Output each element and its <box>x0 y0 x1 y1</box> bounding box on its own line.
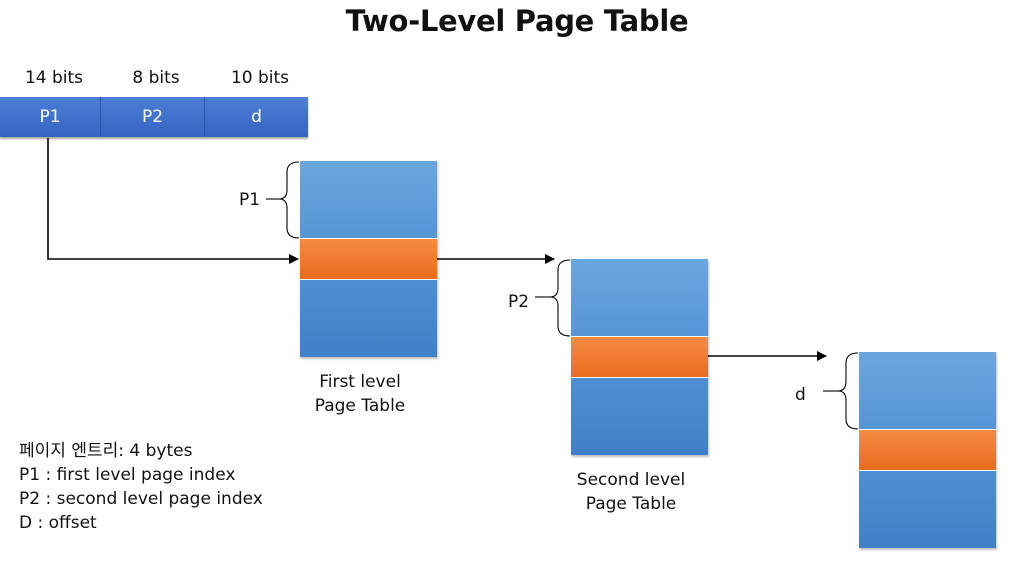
second-table-upper-region <box>571 259 708 336</box>
p1-pointer-arrow <box>47 138 299 264</box>
address-field-p1: P1 <box>0 97 101 137</box>
first-table-entry <box>300 238 437 280</box>
first-table-upper-region <box>300 161 437 238</box>
second-table-caption: Second level Page Table <box>561 468 701 516</box>
legend-p1: P1 : first level page index <box>19 465 236 485</box>
second-table-caption-line1: Second level <box>576 470 686 490</box>
frame-entry <box>859 429 996 471</box>
p1-brace <box>278 161 300 239</box>
d-bits-label: 10 bits <box>230 68 290 88</box>
legend-d: D : offset <box>19 513 97 533</box>
first-level-page-table <box>300 161 437 357</box>
legend-entry-size: 페이지 엔트리: 4 bytes <box>19 441 193 461</box>
p1-bits-label: 14 bits <box>24 68 84 88</box>
first-table-lower-region <box>300 280 437 357</box>
legend-p2: P2 : second level page index <box>19 489 263 509</box>
diagram-title: Two-Level Page Table <box>345 4 689 38</box>
p2-bits-label: 8 bits <box>132 68 180 88</box>
p1-index-label: P1 <box>239 190 261 210</box>
p2-brace <box>549 259 571 337</box>
d-brace <box>837 352 859 430</box>
second-table-caption-line2: Page Table <box>585 494 677 514</box>
second-table-entry <box>571 336 708 378</box>
frame-lower-region <box>859 471 996 548</box>
first-table-caption: First level Page Table <box>300 370 420 418</box>
first-table-caption-line2: Page Table <box>314 396 406 416</box>
address-field-p2: P2 <box>101 97 205 137</box>
address-field-d: d <box>251 107 262 127</box>
second-level-page-table <box>571 259 708 455</box>
logical-address-bar: P1 P2 d <box>0 97 308 137</box>
legend: 페이지 엔트리: 4 bytes P1 : first level page i… <box>19 439 263 535</box>
first-table-caption-line1: First level <box>319 372 401 392</box>
physical-page-frame <box>859 352 996 548</box>
second-table-lower-region <box>571 378 708 455</box>
p2-index-label: P2 <box>508 292 530 312</box>
d-offset-label: d <box>795 385 806 405</box>
frame-upper-region <box>859 352 996 429</box>
